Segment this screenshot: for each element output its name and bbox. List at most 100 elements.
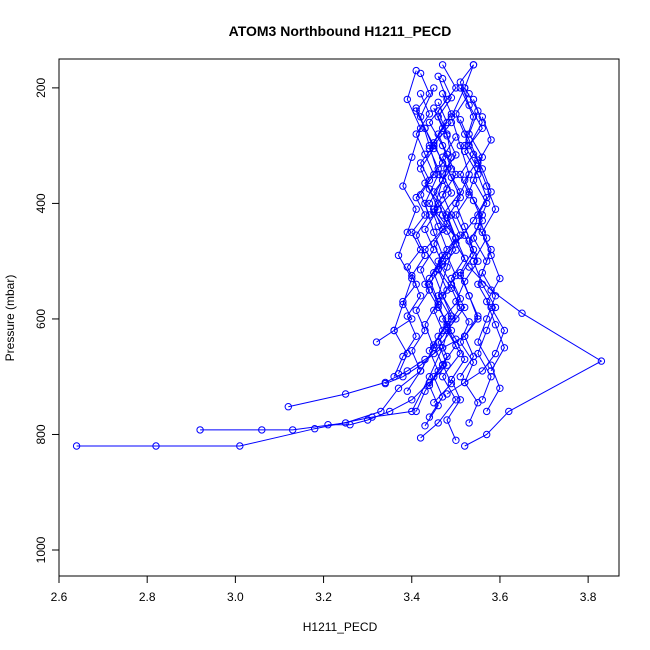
data-point: [430, 245, 438, 254]
data-point: [496, 384, 504, 392]
data-point: [438, 159, 447, 167]
data-point: [430, 373, 438, 381]
data-point: [434, 300, 442, 309]
data-point: [469, 217, 478, 225]
data-point: [452, 151, 460, 159]
data-point: [443, 132, 451, 140]
data-point: [430, 84, 438, 92]
series-line: [406, 107, 439, 392]
data-point: [403, 228, 411, 237]
data-point: [443, 251, 451, 260]
series-line: [393, 93, 435, 377]
data-point: [443, 321, 451, 329]
data-point: [421, 321, 429, 329]
data-point: [412, 104, 420, 112]
data-point: [443, 286, 451, 294]
data-point: [452, 341, 460, 350]
data-point: [461, 231, 469, 239]
data-point: [474, 165, 482, 173]
data-point: [408, 407, 416, 416]
data-point: [474, 257, 482, 265]
data-point: [430, 306, 438, 314]
data-point: [341, 419, 350, 427]
data-point: [483, 326, 491, 335]
data-point: [487, 136, 495, 144]
data-point: [456, 84, 464, 92]
data-point: [434, 199, 442, 208]
series-line: [200, 87, 444, 431]
data-point: [452, 396, 460, 404]
data-point: [478, 396, 486, 404]
data-point: [491, 349, 500, 358]
data-point: [412, 306, 420, 314]
data-point: [438, 292, 447, 300]
data-point: [421, 225, 429, 234]
data-point: [461, 303, 469, 312]
data-point: [465, 90, 473, 98]
data-point: [483, 297, 491, 306]
data-point: [438, 260, 447, 268]
data-point: [461, 442, 469, 450]
data-point: [456, 188, 464, 196]
data-point: [421, 245, 429, 254]
data-point: [438, 153, 447, 161]
data-point: [478, 280, 486, 288]
data-point: [430, 170, 438, 179]
data-point: [430, 208, 438, 216]
data-point: [425, 286, 434, 294]
series-line: [441, 136, 466, 441]
data-point: [421, 326, 429, 335]
data-point: [438, 344, 447, 352]
data-point: [390, 373, 398, 381]
data-point: [469, 150, 478, 159]
data-point: [474, 170, 482, 179]
data-point: [425, 185, 434, 193]
data-point: [430, 341, 438, 349]
data-point: [425, 90, 434, 98]
data-point: [403, 312, 411, 320]
data-point: [386, 407, 394, 416]
data-point: [408, 271, 416, 280]
data-point: [434, 113, 442, 121]
data-point: [311, 425, 319, 433]
data-point: [452, 84, 460, 92]
data-point: [478, 367, 486, 375]
data-point: [474, 312, 482, 320]
data-point: [447, 326, 456, 335]
data-point: [597, 357, 606, 365]
data-point: [452, 234, 460, 242]
y-axis: 200 400 600 800 1000: [34, 78, 59, 563]
data-point: [491, 321, 500, 329]
x-tick-label: 3.6: [492, 590, 509, 604]
series-line: [424, 102, 448, 427]
data-point: [434, 72, 442, 81]
data-point: [478, 113, 486, 121]
data-point: [465, 191, 473, 199]
data-point: [469, 113, 478, 121]
data-point: [425, 280, 434, 288]
data-point: [430, 144, 438, 153]
data-point: [461, 378, 469, 387]
y-tick-label: 800: [34, 424, 48, 444]
data-point: [505, 407, 513, 416]
data-point: [478, 269, 486, 277]
data-point: [399, 352, 407, 361]
data-point: [478, 217, 486, 225]
x-tick-label: 3.2: [315, 590, 332, 604]
data-point: [412, 407, 420, 416]
data-point: [416, 191, 425, 199]
data-point: [456, 141, 464, 150]
data-point: [403, 387, 411, 395]
data-point: [438, 326, 447, 335]
x-tick-label: 2.6: [51, 590, 68, 604]
data-point: [152, 442, 160, 450]
data-point: [469, 95, 478, 104]
plot-frame: [58, 58, 620, 577]
data-point: [416, 165, 425, 173]
data-point: [474, 159, 482, 167]
data-point: [421, 199, 429, 208]
data-point: [438, 191, 447, 199]
data-point: [425, 381, 434, 390]
data-point: [469, 176, 478, 185]
data-point: [425, 347, 434, 355]
